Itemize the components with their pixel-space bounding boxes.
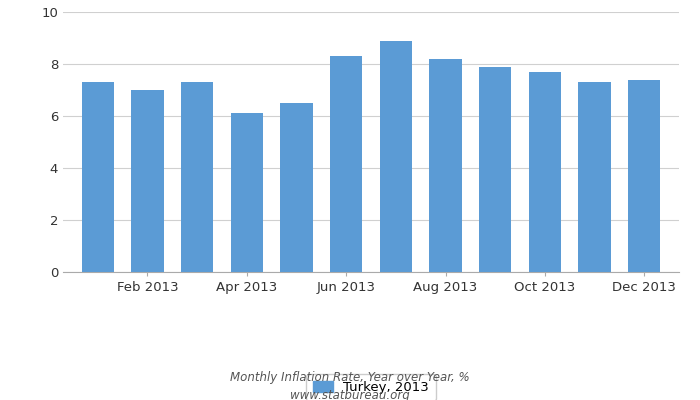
Bar [132, 90, 164, 272]
Bar [479, 66, 511, 272]
Bar [82, 82, 114, 272]
Bar [181, 82, 214, 272]
Bar [628, 80, 660, 272]
Bar [231, 114, 263, 272]
Legend: Turkey, 2013: Turkey, 2013 [307, 374, 435, 400]
Bar [429, 59, 462, 272]
Bar [330, 56, 363, 272]
Bar [578, 82, 610, 272]
Text: www.statbureau.org: www.statbureau.org [290, 390, 410, 400]
Bar [379, 40, 412, 272]
Bar [528, 72, 561, 272]
Text: Monthly Inflation Rate, Year over Year, %: Monthly Inflation Rate, Year over Year, … [230, 372, 470, 384]
Bar [280, 103, 313, 272]
